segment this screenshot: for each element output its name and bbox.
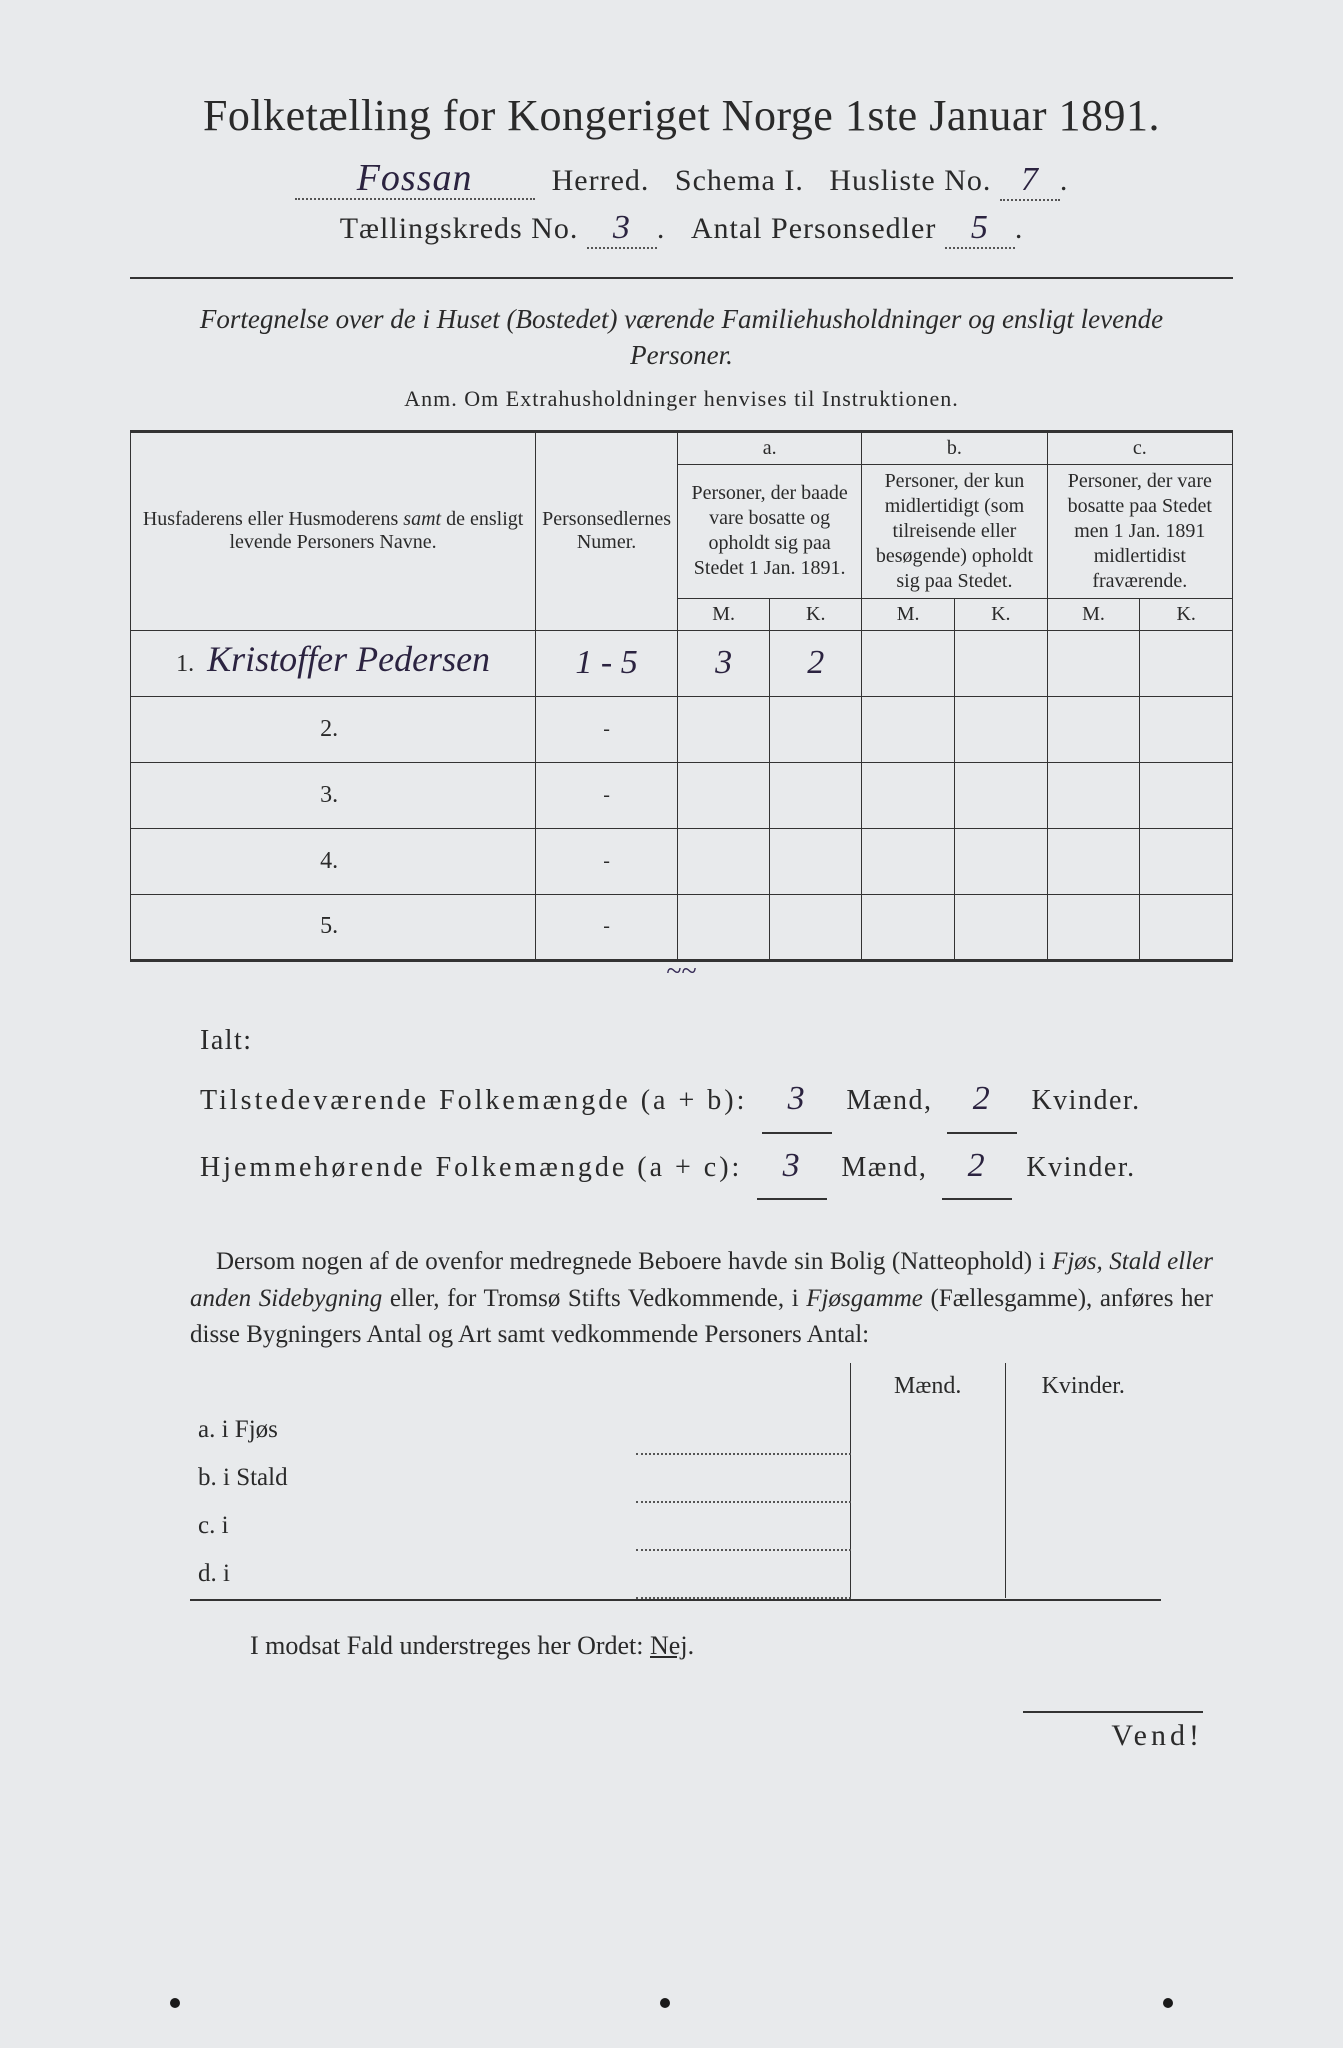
cell-empty (955, 630, 1048, 696)
header-line-2: Tællingskreds No. 3. Antal Personsedler … (130, 209, 1233, 249)
totals-line2-m: 3 (783, 1147, 802, 1184)
totals-line1-m: 3 (788, 1080, 807, 1117)
totals-block: Ialt: Tilstedeværende Folkemængde (a + b… (200, 1014, 1233, 1200)
mk-header: K. (1140, 598, 1233, 630)
col-name-header: Husfaderens eller Husmode​rens samt de e… (131, 431, 536, 630)
group-c-label: c. (1047, 431, 1232, 464)
cell-empty (862, 630, 955, 696)
herred-value: Fossan (357, 167, 473, 190)
group-b-label: b. (862, 431, 1047, 464)
row-number: 4. (320, 848, 346, 874)
mk-header: K. (955, 598, 1048, 630)
totals-line1-k: 2 (973, 1080, 992, 1117)
punch-hole-icon (170, 1998, 180, 2008)
cell-value: - (536, 762, 678, 828)
lower-maend-header: Mænd. (850, 1363, 1005, 1406)
lower-row-label: a. i Fjøs (190, 1406, 636, 1454)
mk-header: M. (862, 598, 955, 630)
group-b-desc: Personer, der kun midlertidigt (som tilr… (862, 464, 1047, 598)
group-a-label: a. (678, 431, 862, 464)
kreds-value: 3 (613, 209, 631, 246)
ialt-label: Ialt: (200, 1014, 253, 1067)
cell-value: 1 - 5 (575, 644, 637, 681)
maend-label: Mænd, (841, 1152, 927, 1183)
row-number: 2. (320, 716, 346, 742)
row-number: 3. (320, 782, 346, 808)
lower-kvinder-header: Kvinder. (1005, 1363, 1160, 1406)
document-page: Folketælling for Kongeriget Norge 1ste J… (0, 0, 1343, 2048)
husliste-label: Husliste No. (829, 164, 991, 197)
divider (130, 277, 1233, 279)
row-number: 5. (320, 913, 346, 939)
table-row: 5. - (131, 894, 1233, 960)
totals-line1-label: Tilstedeværende Folkemængde (a + b): (200, 1085, 747, 1116)
paragraph: Dersom nogen af de ovenfor medregnede Be… (190, 1244, 1213, 1353)
vend-label: Vend! (1023, 1711, 1203, 1753)
col-num-header: Personsedlernes Numer. (536, 431, 678, 630)
row-number: 1. (176, 651, 202, 677)
table-row: 3. - (131, 762, 1233, 828)
lower-row: d. i (190, 1550, 1161, 1598)
schema-label: Schema I. (675, 164, 804, 197)
group-a-desc: Personer, der baade vare bosatte og opho… (678, 464, 862, 598)
group-c-desc: Personer, der vare bosatte paa Stedet me… (1047, 464, 1232, 598)
table-row: 2. - (131, 696, 1233, 762)
header-line-1: Fossan Herred. Schema I. Husliste No. 7. (130, 161, 1233, 201)
cell-empty (1047, 630, 1140, 696)
cell-value: - (536, 828, 678, 894)
lower-row-label: c. i (190, 1502, 636, 1550)
anm-note: Anm. Om Extrahusholdninger henvises til … (130, 386, 1233, 412)
maend-label: Mænd, (846, 1085, 932, 1116)
herred-label: Herred. (552, 164, 650, 197)
husliste-value: 7 (1021, 161, 1039, 198)
punch-hole-icon (1163, 1998, 1173, 2008)
census-table: Husfaderens eller Husmode​rens samt de e… (130, 430, 1233, 962)
kvinder-label: Kvinder. (1026, 1152, 1135, 1183)
lower-table: Mænd. Kvinder. a. i Fjøs b. i Stald c. i… (190, 1363, 1161, 1599)
table-row: 1. Kristoffer Pedersen 1 - 5 3 2 (131, 630, 1233, 696)
lower-row-label: b. i Stald (190, 1454, 636, 1502)
flourish-mark: ~~ (130, 956, 1233, 988)
lower-row: a. i Fjøs (190, 1406, 1161, 1454)
personsedler-value: 5 (971, 209, 989, 246)
table-row: 4. - (131, 828, 1233, 894)
kreds-label: Tællingskreds No. (340, 212, 579, 245)
punch-hole-icon (660, 1998, 670, 2008)
mk-header: M. (678, 598, 770, 630)
cell-value: - (536, 894, 678, 960)
cell-empty (1140, 630, 1233, 696)
nej-line: I modsat Fald understreges her Ordet: Ne… (250, 1631, 1233, 1661)
mk-header: M. (1047, 598, 1140, 630)
mk-header: K. (770, 598, 862, 630)
cell-value: 3 (715, 644, 732, 681)
table-body: 1. Kristoffer Pedersen 1 - 5 3 2 2. - 3.… (131, 630, 1233, 960)
nej-word: Nej (650, 1631, 688, 1660)
kvinder-label: Kvinder. (1031, 1085, 1140, 1116)
totals-line2-label: Hjemmehørende Folkemængde (a + c): (200, 1152, 742, 1183)
cell-value: - (536, 696, 678, 762)
lower-row-label: d. i (190, 1550, 636, 1598)
totals-line2-k: 2 (968, 1147, 987, 1184)
nej-text: I modsat Fald understreges her Ordet: (250, 1631, 644, 1660)
cell-value: 2 (807, 644, 824, 681)
personsedler-label: Antal Personsedler (691, 212, 936, 245)
person-name: Kristoffer Pedersen (207, 649, 490, 671)
page-title: Folketælling for Kongeriget Norge 1ste J… (130, 90, 1233, 141)
lower-row: b. i Stald (190, 1454, 1161, 1502)
subtitle: Fortegnelse over de i Huset (Bostedet) v… (190, 301, 1173, 374)
lower-row: c. i (190, 1502, 1161, 1550)
